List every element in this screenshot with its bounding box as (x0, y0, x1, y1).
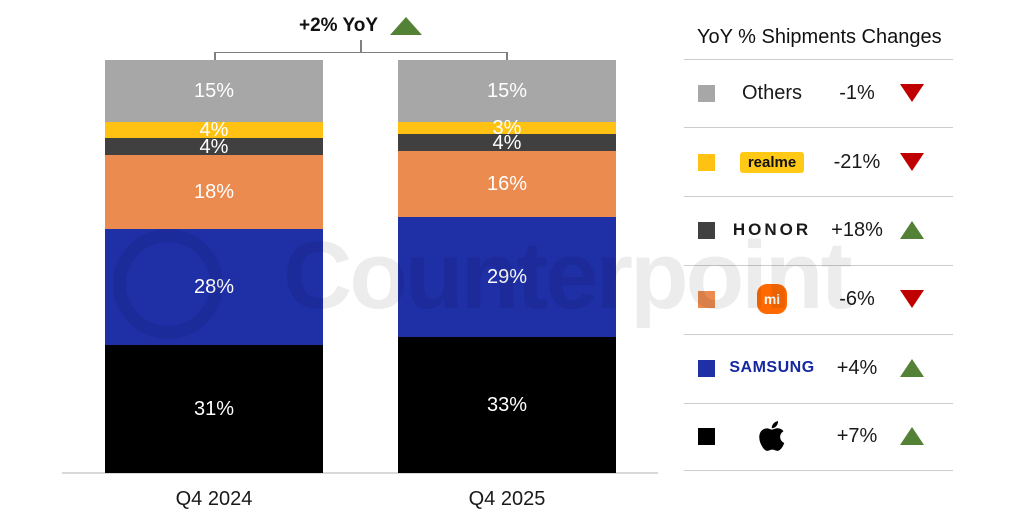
bar-segment-xiaomi-q4-2024: 18% (105, 154, 323, 230)
bar-segment-value: 31% (193, 397, 235, 420)
bar-segment-apple-q4-2024: 31% (105, 344, 323, 473)
samsung-logo: SAMSUNG (729, 359, 815, 376)
legend-row-xiaomi: mi -6% (684, 279, 953, 319)
bar-segment-realme-q4-2025: 3% (398, 118, 616, 138)
stacked-bar-q4-2024: 15% 4% 4% 18% 28% 31% (105, 60, 323, 473)
bar-segment-value: 3% (492, 117, 522, 140)
bar-segment-value: 4% (199, 135, 229, 158)
legend-panel: YoY % Shipments Changes Others -1% realm… (684, 0, 953, 523)
honor-change-value: +18% (831, 218, 883, 241)
bracket-tick-left (214, 52, 216, 60)
up-triangle-icon (900, 221, 924, 239)
apple-color-swatch (698, 427, 715, 445)
legend-divider (684, 265, 953, 266)
xiaomi-mi-logo: mi (757, 284, 787, 314)
honor-logo: HONOR (732, 220, 812, 239)
bar-segment-value: 4% (492, 131, 522, 154)
bar-segment-realme-q4-2024: 4% (105, 119, 323, 142)
bar-segment-others-q4-2024: 15% (105, 60, 323, 122)
bar-segment-value: 29% (486, 265, 528, 288)
bar-segment-value: 18% (193, 181, 235, 204)
honor-color-swatch (698, 221, 715, 239)
stacked-bar-q4-2025: 15% 3% 4% 16% 29% 33% (398, 60, 616, 473)
others-color-swatch (698, 84, 715, 102)
down-triangle-icon (900, 84, 924, 102)
xiaomi-color-swatch (698, 290, 715, 308)
down-triangle-icon (900, 153, 924, 171)
realme-color-swatch (698, 153, 715, 171)
up-triangle-icon (900, 359, 924, 377)
bar-segment-value: 16% (486, 172, 528, 195)
xiaomi-change-value: -6% (839, 287, 875, 310)
x-axis-label-q4-2025: Q4 2025 (468, 487, 546, 510)
legend-row-samsung: SAMSUNG +4% (684, 348, 953, 388)
up-triangle-icon (390, 17, 423, 35)
bar-segment-value: 28% (193, 276, 235, 299)
others-label: Others (741, 81, 803, 104)
realme-change-value: -21% (833, 150, 881, 173)
bar-segment-value: 15% (486, 79, 528, 102)
others-change-value: -1% (839, 81, 875, 104)
bar-segment-value: 33% (486, 393, 528, 416)
bracket-line (214, 52, 507, 53)
bar-segment-honor-q4-2024: 4% (105, 135, 323, 158)
legend-divider (684, 403, 953, 404)
x-axis-line (62, 472, 658, 474)
legend-title: YoY % Shipments Changes (697, 26, 942, 48)
down-triangle-icon (900, 290, 924, 308)
bar-segment-apple-q4-2025: 33% (398, 336, 616, 473)
bracket-tick-right (506, 52, 508, 60)
bar-segment-value: 4% (199, 119, 229, 142)
bar-segment-samsung-q4-2024: 28% (105, 229, 323, 345)
realme-logo: realme (739, 151, 805, 173)
total-yoy-text: +2% YoY (298, 15, 379, 36)
bar-segment-honor-q4-2025: 4% (398, 131, 616, 154)
legend-divider (684, 470, 953, 471)
up-triangle-icon (900, 427, 924, 445)
x-axis-label-q4-2024: Q4 2024 (175, 487, 253, 510)
legend-divider (684, 196, 953, 197)
legend-row-others: Others -1% (684, 73, 953, 113)
apple-change-value: +7% (836, 424, 878, 447)
bar-segment-value: 15% (193, 79, 235, 102)
bar-segment-xiaomi-q4-2025: 16% (398, 150, 616, 217)
legend-row-honor: HONOR +18% (684, 210, 953, 250)
apple-logo-icon (759, 421, 785, 451)
legend-divider (684, 334, 953, 335)
legend-row-apple: +7% (684, 416, 953, 456)
samsung-change-value: +4% (836, 356, 878, 379)
samsung-color-swatch (698, 359, 715, 377)
bar-segment-others-q4-2025: 15% (398, 60, 616, 122)
total-yoy-label: +2% YoY (214, 13, 507, 39)
bar-segment-samsung-q4-2025: 29% (398, 216, 616, 337)
legend-divider (684, 59, 953, 60)
bracket-stub (360, 40, 362, 52)
legend-row-realme: realme -21% (684, 142, 953, 182)
legend-divider (684, 127, 953, 128)
